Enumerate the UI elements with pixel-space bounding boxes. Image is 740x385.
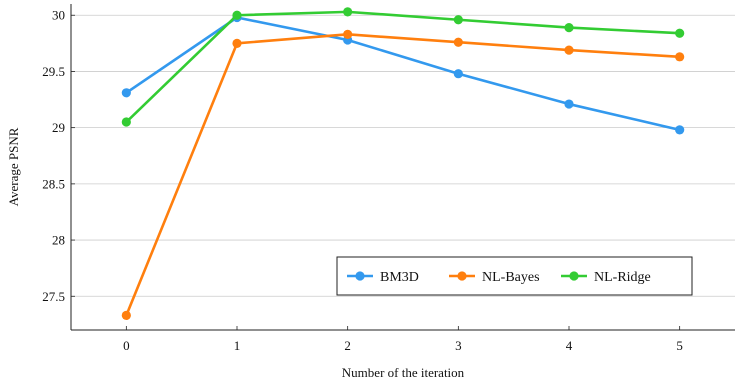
legend-label: NL-Ridge (594, 270, 651, 285)
series-layer (121, 7, 685, 320)
legend: BM3D NL-Bayes NL-Ridge (336, 256, 693, 296)
x-tick-label: 3 (455, 338, 462, 353)
data-point (453, 69, 463, 79)
legend-swatch-marker (569, 271, 579, 281)
legend-label: BM3D (380, 270, 419, 285)
y-axis-title: Average PSNR (6, 127, 21, 206)
data-point (121, 117, 131, 127)
series-nl-ridge (121, 7, 685, 127)
y-tick-label: 29 (52, 120, 65, 135)
data-point (453, 37, 463, 47)
data-point (343, 7, 353, 17)
data-point (121, 88, 131, 98)
y-tick-label: 27.5 (42, 289, 65, 304)
legend-swatch-marker (355, 271, 365, 281)
legend-entry: BM3D (347, 270, 419, 285)
x-tick-label: 2 (344, 338, 351, 353)
data-point (121, 310, 131, 320)
data-point (675, 125, 685, 135)
legend-label: NL-Bayes (482, 270, 540, 285)
x-tick-label: 4 (566, 338, 573, 353)
x-tick-label: 0 (123, 338, 130, 353)
data-point (232, 10, 242, 20)
data-point (675, 52, 685, 62)
legend-entry: NL-Ridge (561, 270, 651, 285)
y-tick-label: 29.5 (42, 64, 65, 79)
series-line (125, 16, 681, 132)
axes: 27.5 28 28.5 29 29.5 30 0 1 2 3 4 5 Number of the it… (6, 4, 735, 380)
data-point (453, 15, 463, 25)
x-tick-label: 5 (676, 338, 683, 353)
data-point (675, 28, 685, 38)
series-line (125, 33, 681, 317)
data-point (232, 38, 242, 48)
y-tick-label: 28.5 (42, 176, 65, 191)
x-axis-title: Number of the iteration (342, 365, 465, 380)
y-tick-label: 30 (52, 8, 65, 23)
series-line (125, 10, 681, 124)
y-tick-label: 28 (52, 233, 65, 248)
legend-entry: NL-Bayes (449, 270, 540, 285)
data-point (564, 99, 574, 109)
series-nl-bayes (121, 29, 685, 320)
legend-swatch-marker (457, 271, 467, 281)
legend-box (336, 256, 693, 296)
data-point (564, 45, 574, 55)
data-point (343, 29, 353, 39)
data-point (564, 23, 574, 33)
x-tick-label: 1 (234, 338, 241, 353)
